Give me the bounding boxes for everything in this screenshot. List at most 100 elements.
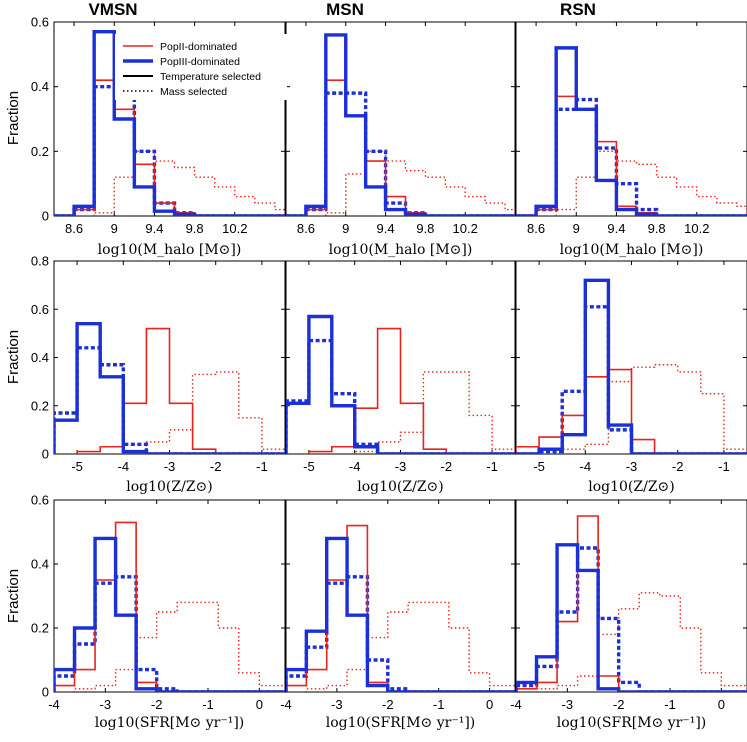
x-axis-label: log10(M_halo [M⊙]) bbox=[560, 242, 704, 258]
x-tick-label: 0 bbox=[486, 697, 493, 712]
panel-frame bbox=[53, 21, 286, 217]
series-popiii-mass bbox=[286, 91, 515, 216]
series-popiii-mass bbox=[516, 546, 747, 692]
x-axis-label: log10(SFR[M⊙ yr⁻¹]) bbox=[557, 715, 707, 731]
series-popiii-temperature bbox=[54, 322, 285, 454]
x-tick-label: -1 bbox=[256, 459, 268, 474]
x-axis-label: log10(Z/Z⊙) bbox=[357, 479, 444, 495]
x-tick-label: -4 bbox=[349, 459, 361, 474]
series-popii-temperature bbox=[54, 327, 285, 454]
panels: 8.6 9 9.4 9.8 10.2 0 0.2 0.4 0.6 log10(M_halo [M⊙… bbox=[31, 15, 747, 731]
panel-r2-c2: -5 -4 -3 -2 -1 log10(Z/Z⊙) bbox=[285, 260, 516, 495]
y-axis-label-row2: Fraction bbox=[5, 330, 22, 384]
x-tick-label: -1 bbox=[486, 459, 498, 474]
panel-r3-c1: -4 -3 -2 -1 0 0 0.2 0.4 0.6 log10(SFR[M⊙ yr⁻¹]) bbox=[31, 493, 286, 731]
x-tick-label: -3 bbox=[331, 697, 343, 712]
panel-r1-c3: 8.6 9 9.4 9.8 10.2 log10(M_halo [M⊙]) bbox=[515, 21, 747, 258]
x-axis-label: log10(M_halo [M⊙]) bbox=[329, 242, 473, 258]
y-axis-label-row3: Fraction bbox=[5, 569, 22, 623]
x-tick-label: -2 bbox=[151, 697, 163, 712]
y-tick-label: 0 bbox=[42, 447, 49, 462]
x-tick-label: 10.2 bbox=[684, 221, 709, 236]
y-axis-labels: Fraction Fraction Fraction bbox=[5, 91, 22, 623]
x-tick-label: 8.6 bbox=[527, 221, 545, 236]
x-tick-label: -2 bbox=[210, 459, 222, 474]
x-tick-label: 9.4 bbox=[607, 221, 625, 236]
x-tick-label: -4 bbox=[48, 697, 60, 712]
x-tick-label: -2 bbox=[441, 459, 453, 474]
panel-r2-c3: -5 -4 -3 -2 -1 log10(Z/Z⊙) bbox=[515, 260, 747, 495]
panel-r1-c2: 8.6 9 9.4 9.8 10.2 log10(M_halo [M⊙]) bbox=[285, 21, 516, 258]
legend-label-mass: Mass selected bbox=[160, 86, 227, 98]
x-tick-label: -5 bbox=[533, 459, 545, 474]
panel-frame bbox=[53, 499, 286, 693]
panel-frame bbox=[285, 21, 516, 217]
legend-label-popiii: PopIII-dominated bbox=[160, 56, 240, 68]
x-tick-label: 9.8 bbox=[186, 221, 204, 236]
series-popii-mass bbox=[516, 150, 747, 216]
panel-frame bbox=[285, 499, 516, 693]
x-tick-label: -3 bbox=[100, 697, 112, 712]
series-popiii-mass bbox=[54, 346, 285, 454]
column-title-msn: MSN bbox=[326, 0, 364, 19]
column-title-vmsn: VMSN bbox=[88, 0, 137, 19]
x-tick-label: -2 bbox=[382, 697, 394, 712]
x-tick-label: -2 bbox=[613, 697, 625, 712]
x-axis-label: log10(SFR[M⊙ yr⁻¹]) bbox=[326, 715, 476, 731]
column-title-rsn: RSN bbox=[560, 0, 596, 19]
x-tick-label: -4 bbox=[510, 697, 522, 712]
x-tick-label: -5 bbox=[303, 459, 315, 474]
x-tick-label: -3 bbox=[164, 459, 176, 474]
x-tick-label: 10.2 bbox=[222, 221, 247, 236]
y-tick-label: 0 bbox=[42, 685, 49, 700]
legend-box bbox=[115, 34, 287, 100]
x-tick-label: 8.6 bbox=[297, 221, 315, 236]
x-axis-label: log10(M_halo [M⊙]) bbox=[98, 242, 242, 258]
series-popiii-temperature bbox=[286, 33, 515, 216]
column-titles: VMSN MSN RSN bbox=[88, 0, 596, 19]
series-popii-temperature bbox=[286, 524, 515, 692]
series-popiii-temperature bbox=[516, 278, 747, 454]
series-popiii-temperature bbox=[286, 536, 515, 692]
x-tick-label: -1 bbox=[718, 459, 730, 474]
panel-r3-c3: -4 -3 -2 -1 0 log10(SFR[M⊙ yr⁻¹]) bbox=[510, 499, 747, 731]
x-tick-label: -1 bbox=[664, 697, 676, 712]
series-popii-temperature bbox=[516, 95, 747, 216]
x-tick-label: -4 bbox=[118, 459, 130, 474]
series-popiii-temperature bbox=[516, 543, 747, 692]
series-popiii-mass bbox=[54, 575, 285, 692]
y-tick-label: 0.6 bbox=[31, 15, 49, 30]
y-tick-label: 0.2 bbox=[31, 144, 49, 159]
series-popii-temperature bbox=[286, 79, 515, 216]
y-tick-label: 0.2 bbox=[31, 621, 49, 636]
x-axis-label: log10(SFR[M⊙ yr⁻¹]) bbox=[95, 715, 245, 731]
x-axis-label: log10(Z/Z⊙) bbox=[588, 479, 675, 495]
x-tick-label: 10.2 bbox=[453, 221, 478, 236]
panel-r3-c2: -4 -3 -2 -1 0 log10(SFR[M⊙ yr⁻¹]) bbox=[280, 499, 516, 731]
series-popii-mass bbox=[516, 592, 747, 692]
panel-frame bbox=[515, 21, 747, 217]
series-popiii-mass bbox=[286, 575, 515, 692]
series-popiii-mass bbox=[516, 97, 747, 216]
x-tick-label: 9.8 bbox=[648, 221, 666, 236]
x-tick-label: -1 bbox=[433, 697, 445, 712]
x-tick-label: 0 bbox=[718, 697, 725, 712]
panel-r1-c1: 8.6 9 9.4 9.8 10.2 0 0.2 0.4 0.6 log10(M_halo [M⊙… bbox=[31, 15, 286, 258]
x-tick-label: 8.6 bbox=[65, 221, 83, 236]
series-popii-mass bbox=[286, 601, 515, 692]
y-tick-label: 0.4 bbox=[31, 557, 49, 572]
x-axis-label: log10(Z/Z⊙) bbox=[126, 479, 213, 495]
series-popii-mass bbox=[54, 150, 285, 216]
series-popiii-temperature bbox=[54, 536, 285, 692]
x-tick-label: -5 bbox=[71, 459, 83, 474]
y-axis-label-row1: Fraction bbox=[5, 91, 22, 145]
y-tick-label: 0.6 bbox=[31, 493, 49, 508]
y-tick-label: 0.2 bbox=[31, 398, 49, 413]
panel-frame bbox=[515, 499, 747, 693]
series-popiii-temperature bbox=[286, 314, 515, 454]
x-tick-label: 9.4 bbox=[377, 221, 395, 236]
x-tick-label: -2 bbox=[672, 459, 684, 474]
series-popii-mass bbox=[54, 601, 285, 692]
legend-label-popii: PopII-dominated bbox=[160, 41, 237, 53]
